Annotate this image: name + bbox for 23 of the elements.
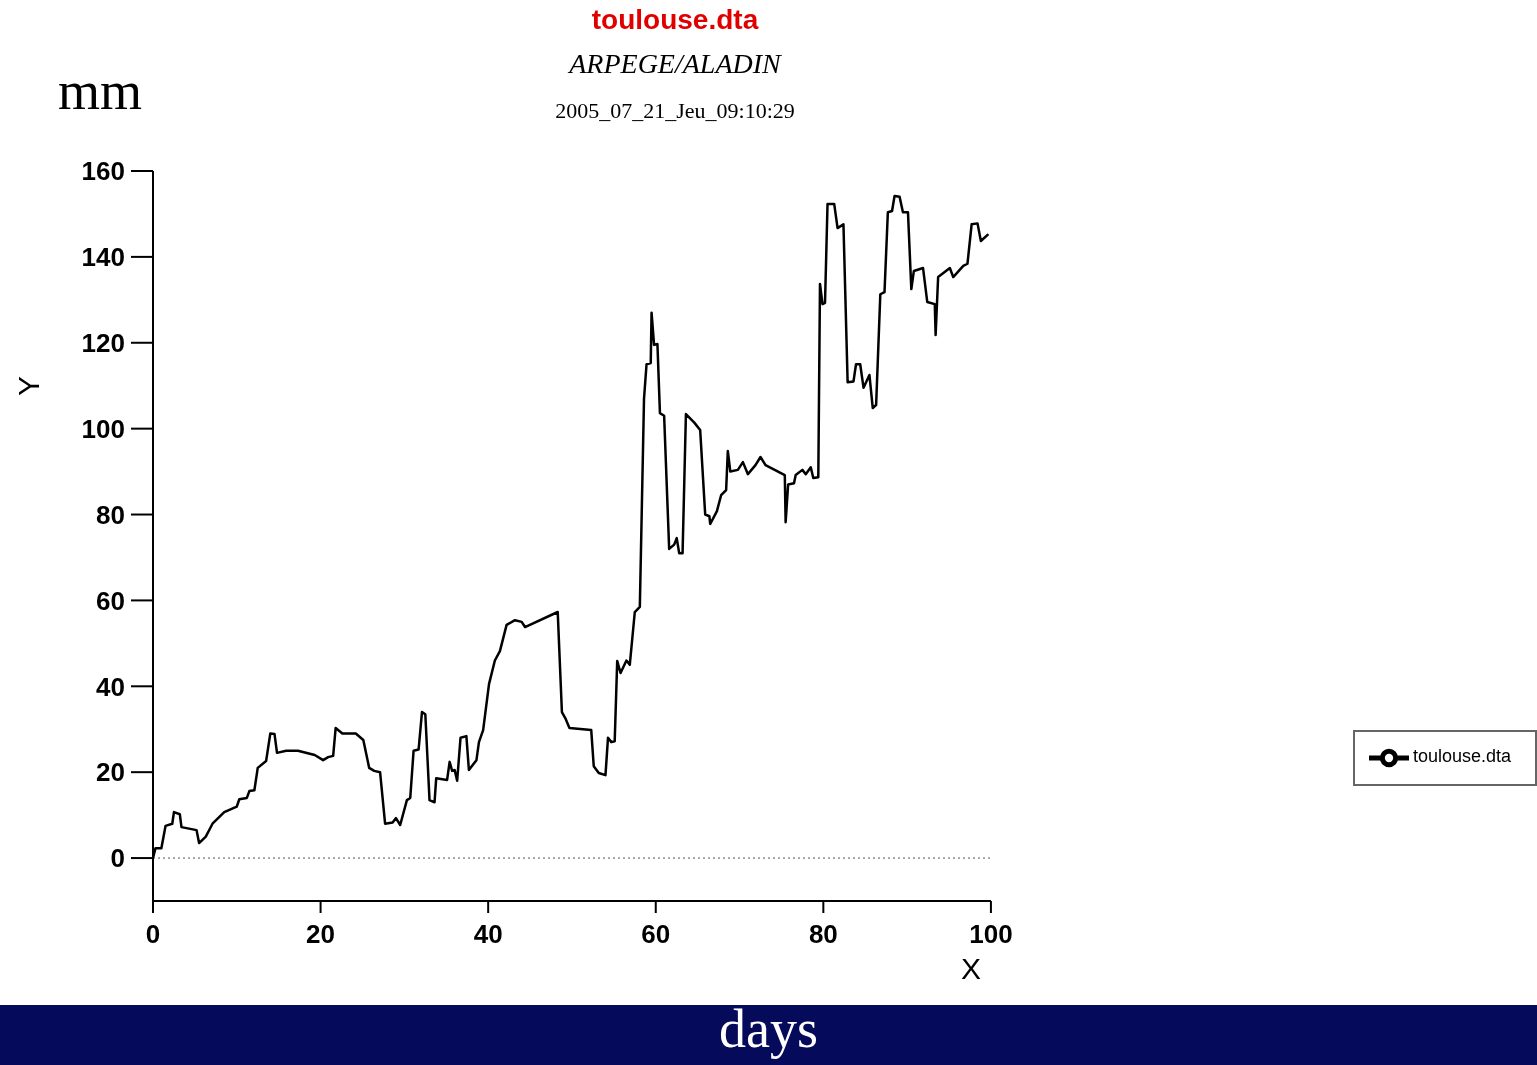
y-tick-label: 120: [81, 327, 125, 358]
text: mm: [58, 60, 143, 122]
y-tick-label: 160: [81, 156, 125, 187]
y-tick-label: 140: [81, 242, 125, 273]
x-tick-label: 20: [306, 919, 336, 950]
text: days: [718, 998, 819, 1060]
y-tick-label: 100: [81, 413, 125, 444]
y-tick-label: 20: [96, 757, 125, 788]
y-axis-title: Y: [11, 375, 45, 396]
legend-label: toulouse.dta: [1412, 745, 1511, 766]
x-tick-label: 0: [145, 919, 161, 950]
chart-subtitle: ARPEGE/ALADIN: [569, 48, 781, 79]
x-tick-label: 40: [473, 919, 503, 950]
y-tick-label: 60: [96, 585, 125, 616]
chart-title: toulouse.dta: [590, 4, 760, 36]
y-tick-label: 0: [110, 843, 125, 874]
x-tick-label: 80: [808, 919, 838, 950]
text: 2005_07_21_Jeu_09:10:29: [555, 98, 795, 123]
x-tick-label: 60: [641, 919, 671, 950]
y-tick-label: 40: [96, 671, 125, 702]
y-tick-label: 80: [96, 499, 125, 530]
x-tick-label: 100: [969, 919, 1013, 950]
x-axis-title: X: [960, 952, 981, 985]
